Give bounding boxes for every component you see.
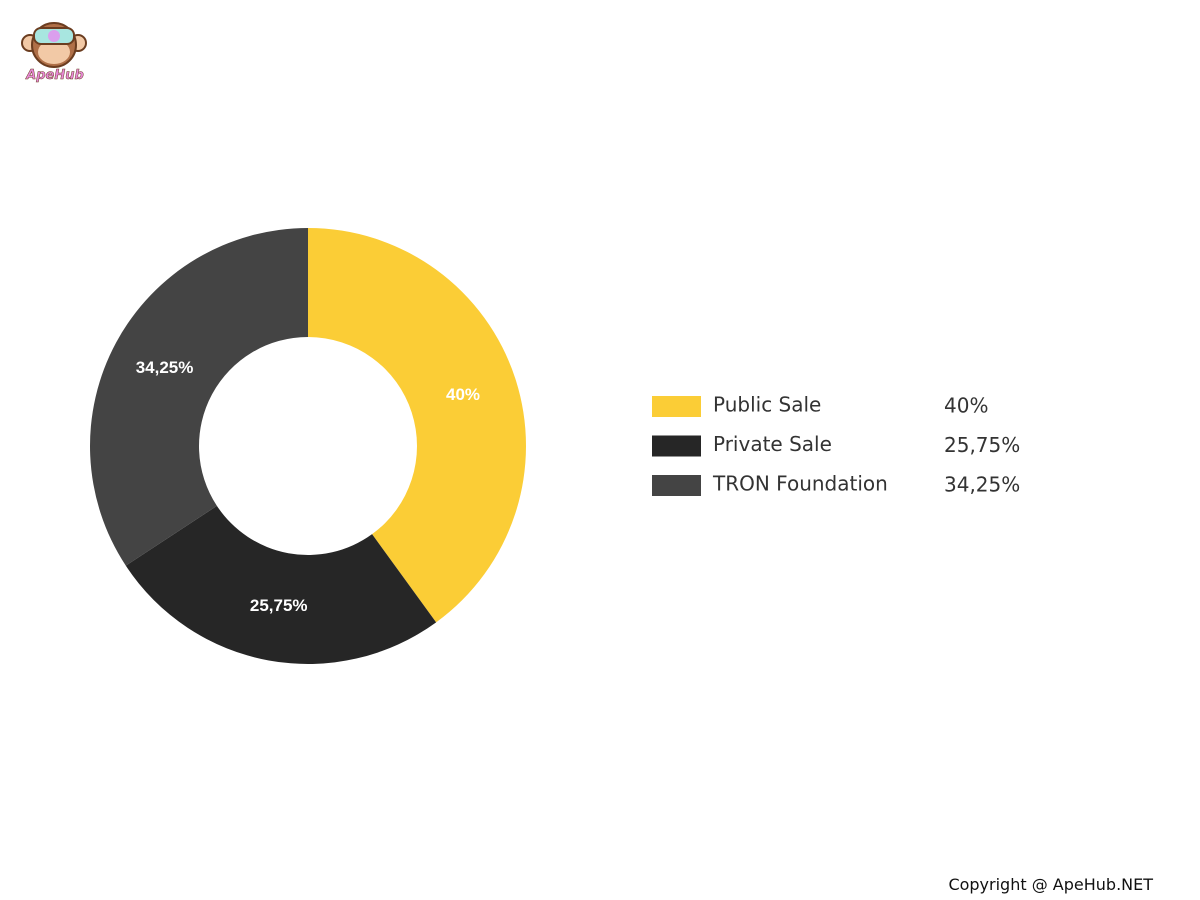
legend-label: TRON Foundation: [712, 472, 888, 496]
slice-label: 34,25%: [136, 358, 194, 377]
legend-label: Private Sale: [713, 432, 832, 456]
legend-value: 40%: [944, 394, 988, 418]
slice-label: 25,75%: [250, 596, 308, 615]
legend-swatch: [652, 475, 701, 496]
legend-value: 34,25%: [944, 473, 1020, 497]
slice-label: 40%: [446, 385, 480, 404]
donut-slice: [308, 228, 526, 623]
logo-icon: [21, 22, 87, 68]
donut-slice: [90, 228, 309, 566]
legend-value: 25,75%: [944, 433, 1020, 457]
legend-label: Public Sale: [713, 393, 821, 417]
legend-swatch: [652, 435, 701, 457]
legend-swatch: [652, 396, 701, 417]
logo-text: ApeHub: [25, 68, 84, 83]
donut-slice: [125, 505, 437, 664]
copyright: Copyright @ ApeHub.NET: [948, 875, 1153, 894]
